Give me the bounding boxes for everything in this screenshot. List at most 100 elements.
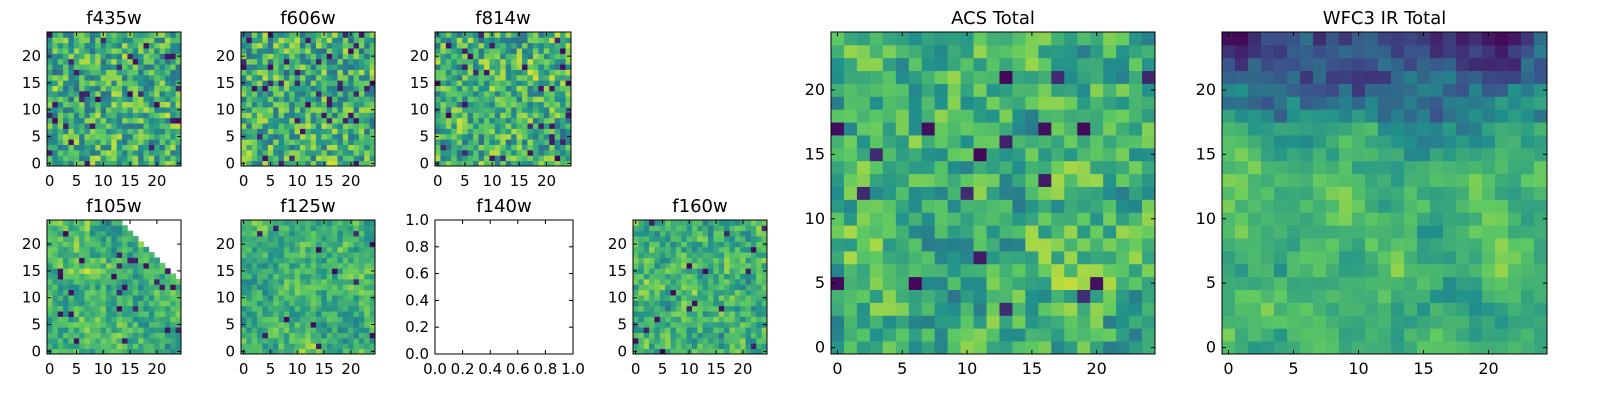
heatmap-cell (543, 128, 550, 135)
heatmap-cell (68, 236, 75, 242)
heatmap-cell (89, 80, 96, 86)
heatmap-cell (332, 139, 338, 145)
heatmap-cell (643, 305, 650, 312)
heatmap-cell (565, 48, 572, 54)
heatmap-cell (697, 273, 704, 280)
heatmap-cell (729, 295, 736, 301)
heatmap-cell (554, 96, 561, 103)
heatmap-cell (310, 284, 317, 291)
heatmap-cell (47, 246, 53, 253)
heatmap-cell (278, 37, 285, 44)
heatmap-cell (921, 70, 936, 84)
heatmap-cell (283, 96, 290, 103)
heatmap-cell (713, 257, 720, 264)
heatmap-cell (364, 133, 371, 140)
heatmap-cell (1339, 341, 1353, 355)
heatmap-cell (456, 112, 463, 119)
heatmap-cell (1508, 238, 1522, 252)
heatmap-cell (164, 53, 171, 60)
heatmap-cell (638, 300, 645, 307)
heatmap-cell (686, 289, 693, 296)
heatmap-cell (999, 238, 1013, 252)
heatmap-cell (740, 268, 746, 274)
heatmap-cell (505, 90, 512, 97)
heatmap-cell (532, 133, 539, 140)
heatmap-cell (262, 332, 269, 339)
heatmap-cell (337, 96, 344, 103)
heatmap-cell (251, 289, 258, 296)
heatmap-cell (116, 289, 123, 296)
heatmap-cell (299, 225, 306, 232)
heatmap-cell (659, 273, 666, 280)
heatmap-cell (251, 149, 258, 156)
heatmap-cell (1090, 83, 1104, 97)
heatmap-cell (246, 90, 253, 97)
heatmap-cell (52, 316, 59, 323)
heatmap-cell (68, 117, 75, 124)
heatmap-cell (638, 268, 645, 274)
heatmap-cell (89, 321, 96, 328)
heatmap-cell (1326, 212, 1340, 226)
heatmap-cell (756, 273, 763, 280)
heatmap-cell (143, 278, 150, 285)
heatmap-cell (1129, 263, 1143, 278)
x-tick-label: 5 (658, 360, 668, 378)
heatmap-cell (691, 268, 698, 274)
heatmap-cell (1248, 238, 1262, 252)
heatmap-cell (1300, 186, 1314, 200)
heatmap-cell (95, 53, 101, 60)
heatmap-cell (100, 74, 107, 81)
heatmap-cell (724, 348, 730, 355)
heatmap-cell (638, 321, 645, 328)
heatmap-cell (686, 268, 693, 274)
heatmap-cell (740, 278, 746, 285)
y-tick-label: 0.2 (405, 318, 429, 336)
heatmap-cell (908, 173, 923, 187)
heatmap-cell (511, 58, 517, 65)
heatmap-cell (1129, 83, 1143, 97)
heatmap-cell (273, 64, 279, 70)
heatmap-cell (494, 112, 501, 119)
heatmap-cell (273, 90, 279, 97)
heatmap-cell (843, 70, 858, 84)
heatmap-cell (316, 149, 322, 156)
heatmap-cell (332, 101, 338, 108)
heatmap-cell (175, 300, 182, 307)
heatmap-cell (445, 85, 452, 92)
heatmap-cell (353, 128, 360, 135)
heatmap-cell (127, 37, 134, 44)
heatmap-cell (947, 173, 961, 187)
heatmap-cell (63, 32, 69, 38)
heatmap-cell (1235, 238, 1249, 252)
heatmap-cell (84, 139, 91, 145)
heatmap-cell (89, 85, 96, 92)
heatmap-cell (116, 48, 123, 54)
heatmap-cell (633, 278, 639, 285)
heatmap-cell (1352, 315, 1366, 329)
heatmap-cell (138, 123, 144, 129)
heatmap-cell (89, 300, 96, 307)
heatmap-cell (1378, 289, 1392, 303)
heatmap-cell (659, 252, 666, 258)
heatmap-cell (665, 343, 671, 350)
heatmap-cell (1456, 212, 1470, 226)
heatmap-cell (494, 90, 501, 97)
heatmap-cell (729, 337, 736, 344)
heatmap-cell (68, 80, 75, 86)
heatmap-cell (148, 144, 155, 151)
heatmap-cell (116, 278, 123, 285)
heatmap-cell (1430, 263, 1444, 278)
heatmap-cell (999, 250, 1013, 265)
heatmap-cell (353, 343, 360, 350)
heatmap-cell (445, 155, 452, 162)
heatmap-cell (1326, 341, 1340, 355)
heatmap-cell (986, 263, 1000, 278)
heatmap-cell (299, 321, 306, 328)
heatmap-cell (973, 135, 987, 149)
heatmap-cell (89, 90, 96, 97)
heatmap-cell (756, 343, 763, 350)
heatmap-cell (170, 327, 177, 333)
heatmap-cell (52, 128, 59, 135)
heatmap-cell (278, 32, 285, 38)
heatmap-cell (95, 144, 101, 151)
